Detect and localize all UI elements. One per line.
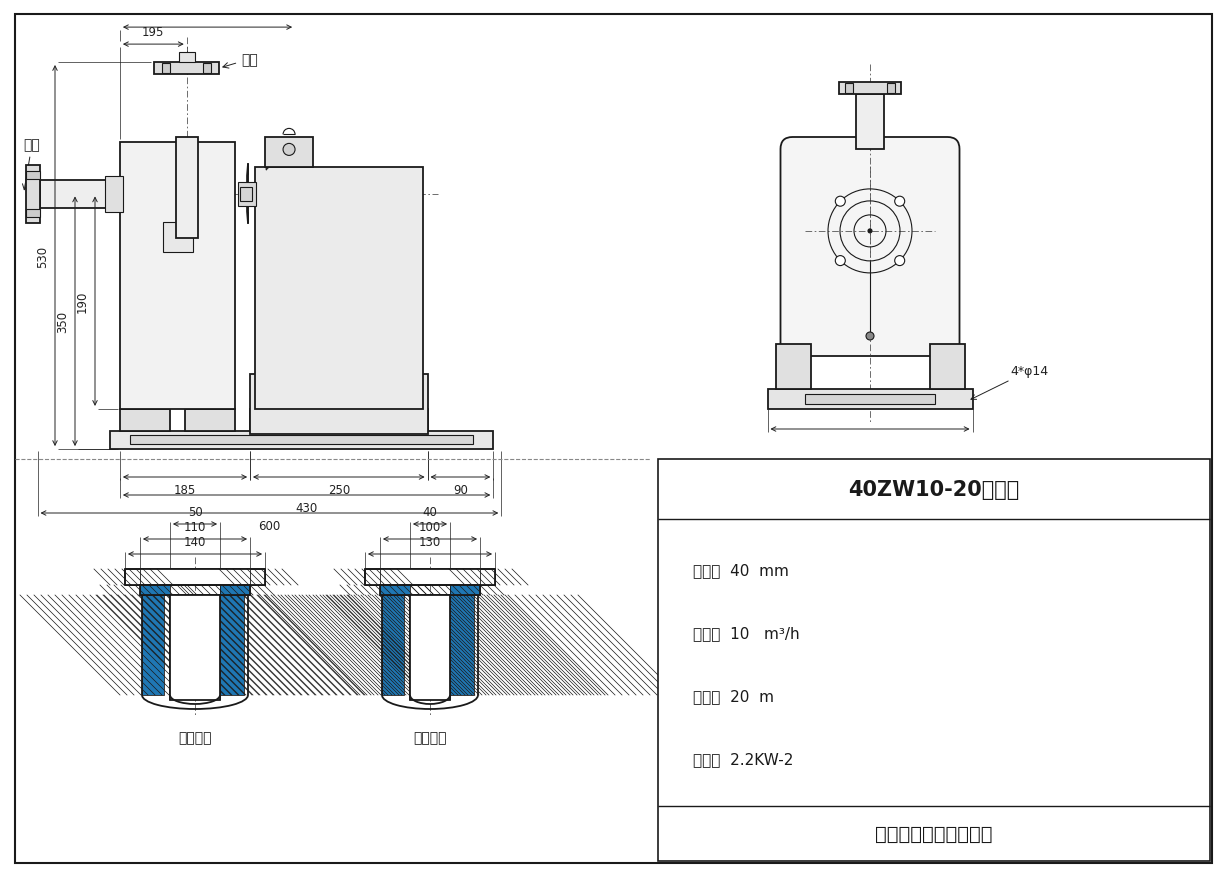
Bar: [768, 390, 973, 409]
Bar: [265, 138, 313, 169]
Bar: [364, 569, 380, 586]
Bar: [185, 409, 236, 431]
Bar: [125, 569, 265, 586]
Bar: [162, 64, 171, 74]
Text: 195: 195: [142, 26, 164, 39]
Bar: [382, 595, 404, 695]
Bar: [155, 63, 220, 75]
Bar: [250, 409, 427, 431]
Bar: [140, 586, 250, 595]
Circle shape: [283, 144, 294, 156]
Bar: [26, 209, 39, 217]
Text: 流量：  10   m³/h: 流量： 10 m³/h: [693, 625, 800, 640]
Bar: [887, 84, 894, 94]
Bar: [250, 374, 427, 435]
Bar: [805, 394, 935, 405]
Bar: [450, 586, 480, 595]
Bar: [450, 586, 480, 595]
Bar: [480, 569, 494, 586]
Bar: [856, 95, 883, 150]
Circle shape: [894, 256, 904, 266]
Bar: [839, 83, 901, 95]
Text: 上海博禺泵业有限公司: 上海博禺泵业有限公司: [875, 824, 993, 843]
Bar: [120, 143, 236, 409]
Bar: [250, 569, 265, 586]
Bar: [380, 586, 410, 595]
Bar: [220, 595, 244, 695]
Text: 40ZW10-20安装图: 40ZW10-20安装图: [848, 479, 1020, 500]
Bar: [142, 595, 164, 695]
Bar: [39, 180, 121, 208]
Bar: [106, 176, 123, 212]
Text: 出口: 出口: [223, 53, 258, 69]
Bar: [220, 586, 250, 595]
Bar: [930, 344, 964, 390]
Text: 功率：  2.2KW-2: 功率： 2.2KW-2: [693, 752, 794, 766]
Bar: [142, 595, 164, 695]
Text: 350: 350: [56, 311, 69, 333]
FancyBboxPatch shape: [780, 138, 960, 356]
Bar: [26, 165, 39, 223]
Bar: [220, 595, 244, 695]
Bar: [250, 569, 265, 586]
Bar: [125, 569, 140, 586]
Text: 250: 250: [328, 484, 350, 496]
Bar: [162, 223, 193, 253]
Bar: [255, 169, 422, 409]
Text: 140: 140: [184, 536, 206, 549]
Bar: [175, 138, 198, 239]
Bar: [410, 595, 450, 700]
Text: 40: 40: [422, 506, 438, 518]
Text: 出口法兰: 出口法兰: [413, 730, 447, 745]
Text: 110: 110: [184, 521, 206, 534]
Bar: [364, 569, 494, 586]
Text: 90: 90: [453, 484, 467, 496]
Bar: [26, 171, 39, 179]
Bar: [380, 586, 410, 595]
Circle shape: [836, 256, 845, 266]
Bar: [120, 409, 171, 431]
Text: 口径：  40  mm: 口径： 40 mm: [693, 563, 789, 578]
Text: 4*φ14: 4*φ14: [971, 364, 1049, 399]
Bar: [450, 595, 474, 695]
Bar: [130, 435, 474, 444]
Bar: [382, 595, 404, 695]
Bar: [845, 84, 853, 94]
Text: 50: 50: [188, 506, 202, 518]
Bar: [240, 187, 252, 201]
Bar: [204, 64, 211, 74]
Bar: [480, 569, 494, 586]
Bar: [140, 586, 171, 595]
Text: 扬程：  20  m: 扬程： 20 m: [693, 688, 774, 703]
Bar: [140, 586, 171, 595]
Bar: [364, 569, 380, 586]
Bar: [775, 344, 811, 390]
Bar: [179, 53, 195, 63]
Bar: [171, 595, 220, 700]
Bar: [125, 569, 140, 586]
Bar: [450, 595, 474, 695]
Text: 530: 530: [36, 245, 49, 267]
Bar: [220, 586, 250, 595]
Text: 进口法兰: 进口法兰: [178, 730, 212, 745]
Bar: [380, 586, 480, 595]
Text: 600: 600: [259, 520, 281, 532]
Text: 130: 130: [418, 536, 442, 549]
Text: 190: 190: [76, 291, 90, 313]
Bar: [110, 431, 493, 450]
Circle shape: [867, 230, 872, 234]
Text: 进口: 进口: [22, 139, 40, 191]
Circle shape: [894, 197, 904, 207]
Circle shape: [866, 333, 874, 341]
Circle shape: [836, 197, 845, 207]
Text: 185: 185: [174, 484, 196, 496]
Text: 430: 430: [296, 501, 318, 515]
Bar: [238, 183, 256, 206]
Bar: [658, 459, 1210, 861]
Text: 100: 100: [418, 521, 442, 534]
